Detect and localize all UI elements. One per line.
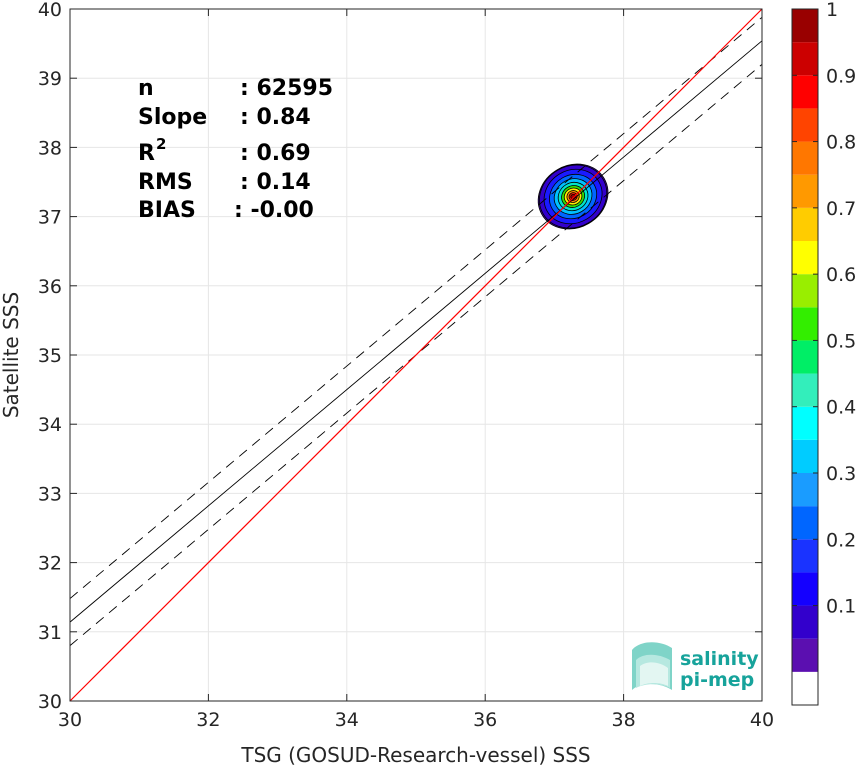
- y-tick-label: 33: [38, 483, 62, 505]
- colorbar-segment-12: [792, 274, 818, 308]
- y-tick-label: 32: [38, 553, 62, 575]
- stat-bias-label: BIAS: [138, 198, 196, 223]
- stat-slope-value: : 0.84: [240, 105, 311, 130]
- logo-text-pimep: pi-mep: [680, 669, 754, 691]
- colorbar-tick-label: 0.2: [826, 529, 856, 551]
- stat-rms-label: RMS: [138, 170, 193, 195]
- stat-rms-value: : 0.14: [240, 170, 311, 195]
- colorbar-ticks: 0.1 0.2 0.3 0.4 0.5 0.6 0.7 0.8 0.9 1: [792, 0, 856, 618]
- colorbar-segment-17: [792, 108, 818, 142]
- fit-lines: [69, 8, 763, 702]
- colorbar-segment-2: [792, 605, 818, 639]
- colorbar-tick-label: 0.6: [826, 264, 856, 286]
- colorbar-segment-5: [792, 506, 818, 540]
- stats-box: n : 62595 Slope : 0.84 R 2 : 0.69 RMS : …: [138, 76, 333, 223]
- colorbar-tick-label: 0.1: [826, 596, 856, 618]
- y-axis-ticks: 30 31 32 33 34 35 36 37 38 39 40: [38, 0, 762, 713]
- y-tick-label: 34: [38, 414, 62, 436]
- colorbar-frame: [791, 8, 819, 706]
- colorbar-tick-label: 0.4: [826, 397, 856, 419]
- salinity-pimep-logo: salinity pi-mep: [632, 642, 759, 691]
- x-tick-label: 30: [58, 709, 82, 731]
- stat-r2-superscript: 2: [156, 135, 166, 153]
- colorbar-tick-label: 0.5: [826, 330, 856, 352]
- x-tick-label: 32: [196, 709, 220, 731]
- x-tick-label: 40: [750, 709, 774, 731]
- y-tick-label: 30: [38, 691, 62, 713]
- x-tick-label: 38: [612, 709, 636, 731]
- colorbar: [791, 8, 819, 706]
- colorbar-segment-10: [792, 340, 818, 374]
- colorbar-segment-20: [792, 9, 818, 43]
- colorbar-segment-3: [792, 572, 818, 606]
- logo-waves-icon: [632, 642, 672, 690]
- density-contours: [537, 163, 609, 230]
- logo-text-salinity: salinity: [680, 648, 759, 670]
- colorbar-segment-7: [792, 439, 818, 473]
- colorbar-segment-13: [792, 241, 818, 275]
- stat-r2-value: : 0.69: [240, 141, 311, 166]
- y-axis-label: Satellite SSS: [0, 292, 23, 418]
- y-tick-label: 36: [38, 276, 62, 298]
- colorbar-segment-4: [792, 539, 818, 573]
- x-tick-label: 36: [473, 709, 497, 731]
- colorbar-tick-label: 0.7: [826, 198, 856, 220]
- stat-slope-label: Slope: [138, 105, 207, 130]
- x-tick-label: 34: [335, 709, 359, 731]
- colorbar-segment-9: [792, 373, 818, 407]
- colorbar-segment-11: [792, 307, 818, 341]
- y-tick-label: 40: [38, 0, 62, 21]
- colorbar-segment-0: [792, 671, 818, 705]
- y-tick-label: 39: [38, 68, 62, 90]
- colorbar-tick-label: 0.3: [826, 463, 856, 485]
- colorbar-segment-6: [792, 473, 818, 507]
- regression-line: [69, 40, 763, 623]
- y-tick-label: 37: [38, 207, 62, 229]
- stat-bias-value: : -0.00: [234, 198, 314, 223]
- stat-n-label: n: [138, 76, 154, 101]
- y-tick-label: 38: [38, 137, 62, 159]
- colorbar-segment-14: [792, 207, 818, 241]
- colorbar-tick-label: 0.8: [826, 132, 856, 154]
- colorbar-segment-8: [792, 406, 818, 440]
- y-tick-label: 31: [38, 622, 62, 644]
- colorbar-segment-19: [792, 42, 818, 76]
- colorbar-segment-1: [792, 638, 818, 672]
- colorbar-segment-16: [792, 141, 818, 175]
- rms-band-line-1: [69, 16, 763, 599]
- x-axis-ticks: 30 32 34 36 38 40: [58, 9, 774, 731]
- colorbar-tick-label: 0.9: [826, 65, 856, 87]
- colorbar-segment-18: [792, 75, 818, 109]
- x-axis-label: TSG (GOSUD-Research-vessel) SSS: [240, 743, 590, 767]
- y-tick-label: 35: [38, 345, 62, 367]
- stat-n-value: : 62595: [240, 76, 333, 101]
- colorbar-segment-15: [792, 174, 818, 208]
- identity-line: [69, 8, 763, 702]
- stat-r2-label: R: [138, 141, 155, 166]
- colorbar-tick-label: 1: [826, 0, 838, 21]
